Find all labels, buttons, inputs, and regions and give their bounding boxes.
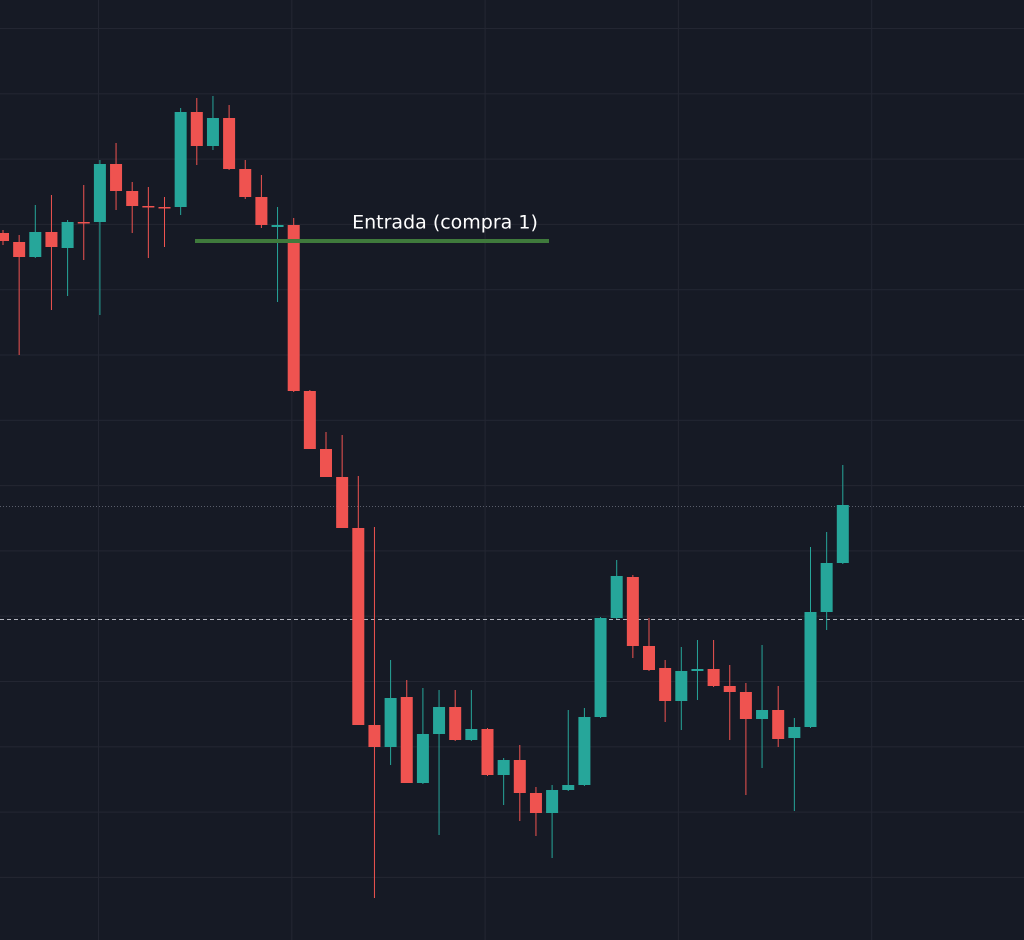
candle-body bbox=[368, 725, 381, 747]
candle-body bbox=[562, 785, 575, 790]
candle-body bbox=[190, 112, 203, 146]
candle-body bbox=[497, 760, 510, 775]
candle-body bbox=[400, 697, 413, 783]
candle-body bbox=[675, 671, 688, 701]
candle-body bbox=[142, 206, 155, 208]
candle-body bbox=[29, 232, 42, 257]
candle-body bbox=[239, 169, 252, 197]
candle-body bbox=[820, 563, 833, 612]
candle-body bbox=[93, 164, 106, 222]
candle-body bbox=[271, 225, 284, 227]
candle-body bbox=[756, 710, 769, 719]
candle-body bbox=[513, 760, 526, 793]
candle-body bbox=[174, 112, 187, 207]
candle-body bbox=[320, 449, 332, 477]
candle-body bbox=[481, 729, 494, 775]
candle-body bbox=[578, 717, 591, 785]
candle-body bbox=[739, 692, 752, 719]
candle-body bbox=[723, 686, 736, 692]
candle-body bbox=[643, 646, 655, 670]
candle-body bbox=[255, 197, 268, 225]
candle-body bbox=[13, 242, 26, 257]
candle-body bbox=[691, 669, 704, 671]
candle-body bbox=[772, 710, 785, 739]
candle-body bbox=[836, 505, 849, 563]
annotation-label: Entrada (compra 1) bbox=[352, 212, 538, 234]
candle-body bbox=[110, 164, 123, 191]
candle-body bbox=[77, 222, 90, 224]
candle-body bbox=[465, 729, 478, 740]
candle-body bbox=[45, 232, 58, 247]
candle-body bbox=[0, 233, 9, 241]
candle-body bbox=[433, 707, 446, 734]
candle-body bbox=[287, 225, 300, 391]
candle-body bbox=[336, 477, 349, 528]
candle-body bbox=[594, 618, 607, 717]
candle-body bbox=[788, 727, 801, 738]
candle-body bbox=[529, 793, 542, 813]
candle-body bbox=[626, 577, 639, 646]
candle-body bbox=[449, 707, 462, 740]
candle-body bbox=[126, 191, 139, 206]
candle-body bbox=[707, 669, 720, 686]
candle-body bbox=[206, 118, 219, 146]
candle-body bbox=[384, 698, 397, 747]
candle-body bbox=[804, 612, 817, 727]
candle-body bbox=[610, 576, 623, 618]
candle-body bbox=[659, 668, 672, 701]
candle-body bbox=[352, 528, 365, 725]
candle-body bbox=[546, 790, 559, 813]
candle-body bbox=[223, 118, 236, 169]
candle-body bbox=[416, 734, 429, 783]
candle-body bbox=[158, 207, 171, 209]
candle-body bbox=[61, 222, 74, 248]
candle-body bbox=[303, 391, 316, 449]
